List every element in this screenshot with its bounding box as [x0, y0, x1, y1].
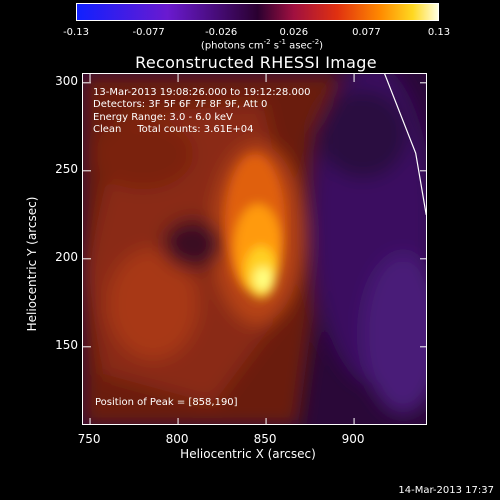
- chart-title: Reconstructed RHESSI Image: [135, 53, 377, 72]
- colorbar-tick-label: -0.026: [205, 27, 238, 38]
- x-tick-label: 900: [341, 432, 365, 446]
- observation-time: 13-Mar-2013 19:08:26.000 to 19:12:28.000: [93, 87, 311, 98]
- energy-range: Energy Range: 3.0 - 6.0 keV: [93, 112, 233, 123]
- y-tick-label: 150: [55, 337, 78, 352]
- detectors-info: Detectors: 3F 5F 6F 7F 8F 9F, Att 0: [93, 99, 268, 110]
- clean-counts: Clean Total counts: 3.61E+04: [93, 124, 254, 135]
- solar-limb-line: [384, 74, 426, 215]
- colorbar-tick-label: 0.13: [427, 27, 451, 38]
- peak-position: Position of Peak = [858,190]: [95, 397, 238, 408]
- timestamp: 14-Mar-2013 17:37: [398, 485, 494, 496]
- colorbar-tick-label: -0.13: [63, 27, 89, 38]
- y-tick-label: 300: [55, 73, 78, 88]
- x-tick-label: 800: [165, 432, 189, 446]
- y-axis-label: Heliocentric Y (arcsec): [25, 196, 39, 332]
- x-axis-label: Heliocentric X (arcsec): [180, 447, 316, 461]
- colorbar: [76, 3, 439, 21]
- colorbar-unit-label: (photons cm-2 s-1 asec-2): [200, 38, 324, 52]
- x-tick-label: 850: [253, 432, 277, 446]
- y-tick-label: 250: [55, 161, 78, 176]
- flare-source: [225, 154, 285, 298]
- y-tick-label: 200: [55, 249, 78, 264]
- heatmap-svg: [83, 74, 426, 424]
- colorbar-gradient: [77, 4, 438, 20]
- y-tick-marks: [83, 82, 426, 348]
- colorbar-tick-label: 0.026: [279, 27, 309, 38]
- x-tick-label: 750: [77, 432, 101, 446]
- image-plot-area: [82, 73, 427, 425]
- x-tick-marks: [89, 74, 355, 424]
- colorbar-tick-label: 0.077: [352, 27, 381, 38]
- colorbar-tick-label: -0.077: [132, 27, 165, 38]
